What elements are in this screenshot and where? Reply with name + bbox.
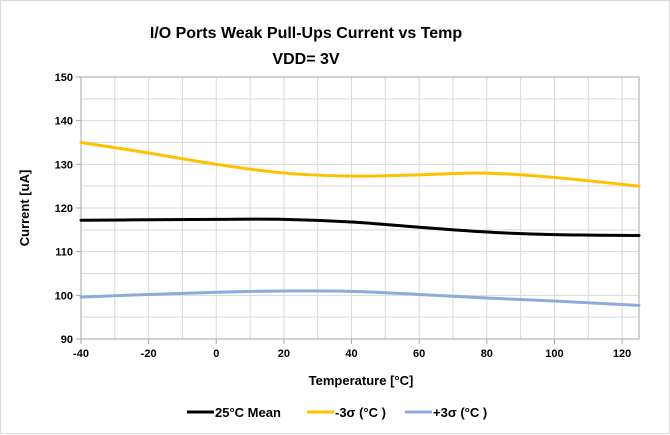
- x-axis-label: Temperature [°C]: [309, 373, 414, 388]
- legend-label-1: -3σ (°C ): [335, 405, 386, 420]
- series-line-0: [79, 217, 641, 238]
- x-tick-label: -20: [141, 348, 157, 360]
- x-tick-label: -40: [73, 348, 89, 360]
- chart-title: I/O Ports Weak Pull-Ups Current vs Temp: [150, 25, 463, 42]
- x-tick-label: 60: [413, 348, 425, 360]
- x-tick-label: 100: [545, 348, 563, 360]
- y-tick-label: 100: [55, 290, 73, 302]
- chart-subtitle: VDD= 3V: [272, 51, 339, 68]
- y-tick-label: 130: [55, 159, 73, 171]
- series-line-1: [79, 141, 641, 188]
- legend: 25°C Mean -3σ (°C ) +3σ (°C ): [187, 405, 487, 420]
- y-tick-label: 150: [55, 72, 73, 84]
- y-axis-label: Current [uA]: [17, 170, 32, 247]
- x-tick-label: 80: [481, 348, 493, 360]
- y-tick-label: 90: [61, 334, 73, 346]
- x-tick-label: 120: [613, 348, 631, 360]
- y-tick-label: 140: [55, 116, 73, 128]
- x-tick-label: 40: [345, 348, 357, 360]
- legend-label-2: +3σ (°C ): [433, 405, 487, 420]
- y-tick-label: 120: [55, 203, 73, 215]
- x-tick-label: 20: [278, 348, 290, 360]
- series-line-2: [79, 289, 641, 307]
- x-tick-label: 0: [213, 348, 219, 360]
- legend-label-0: 25°C Mean: [215, 405, 281, 420]
- y-tick-label: 110: [55, 247, 73, 259]
